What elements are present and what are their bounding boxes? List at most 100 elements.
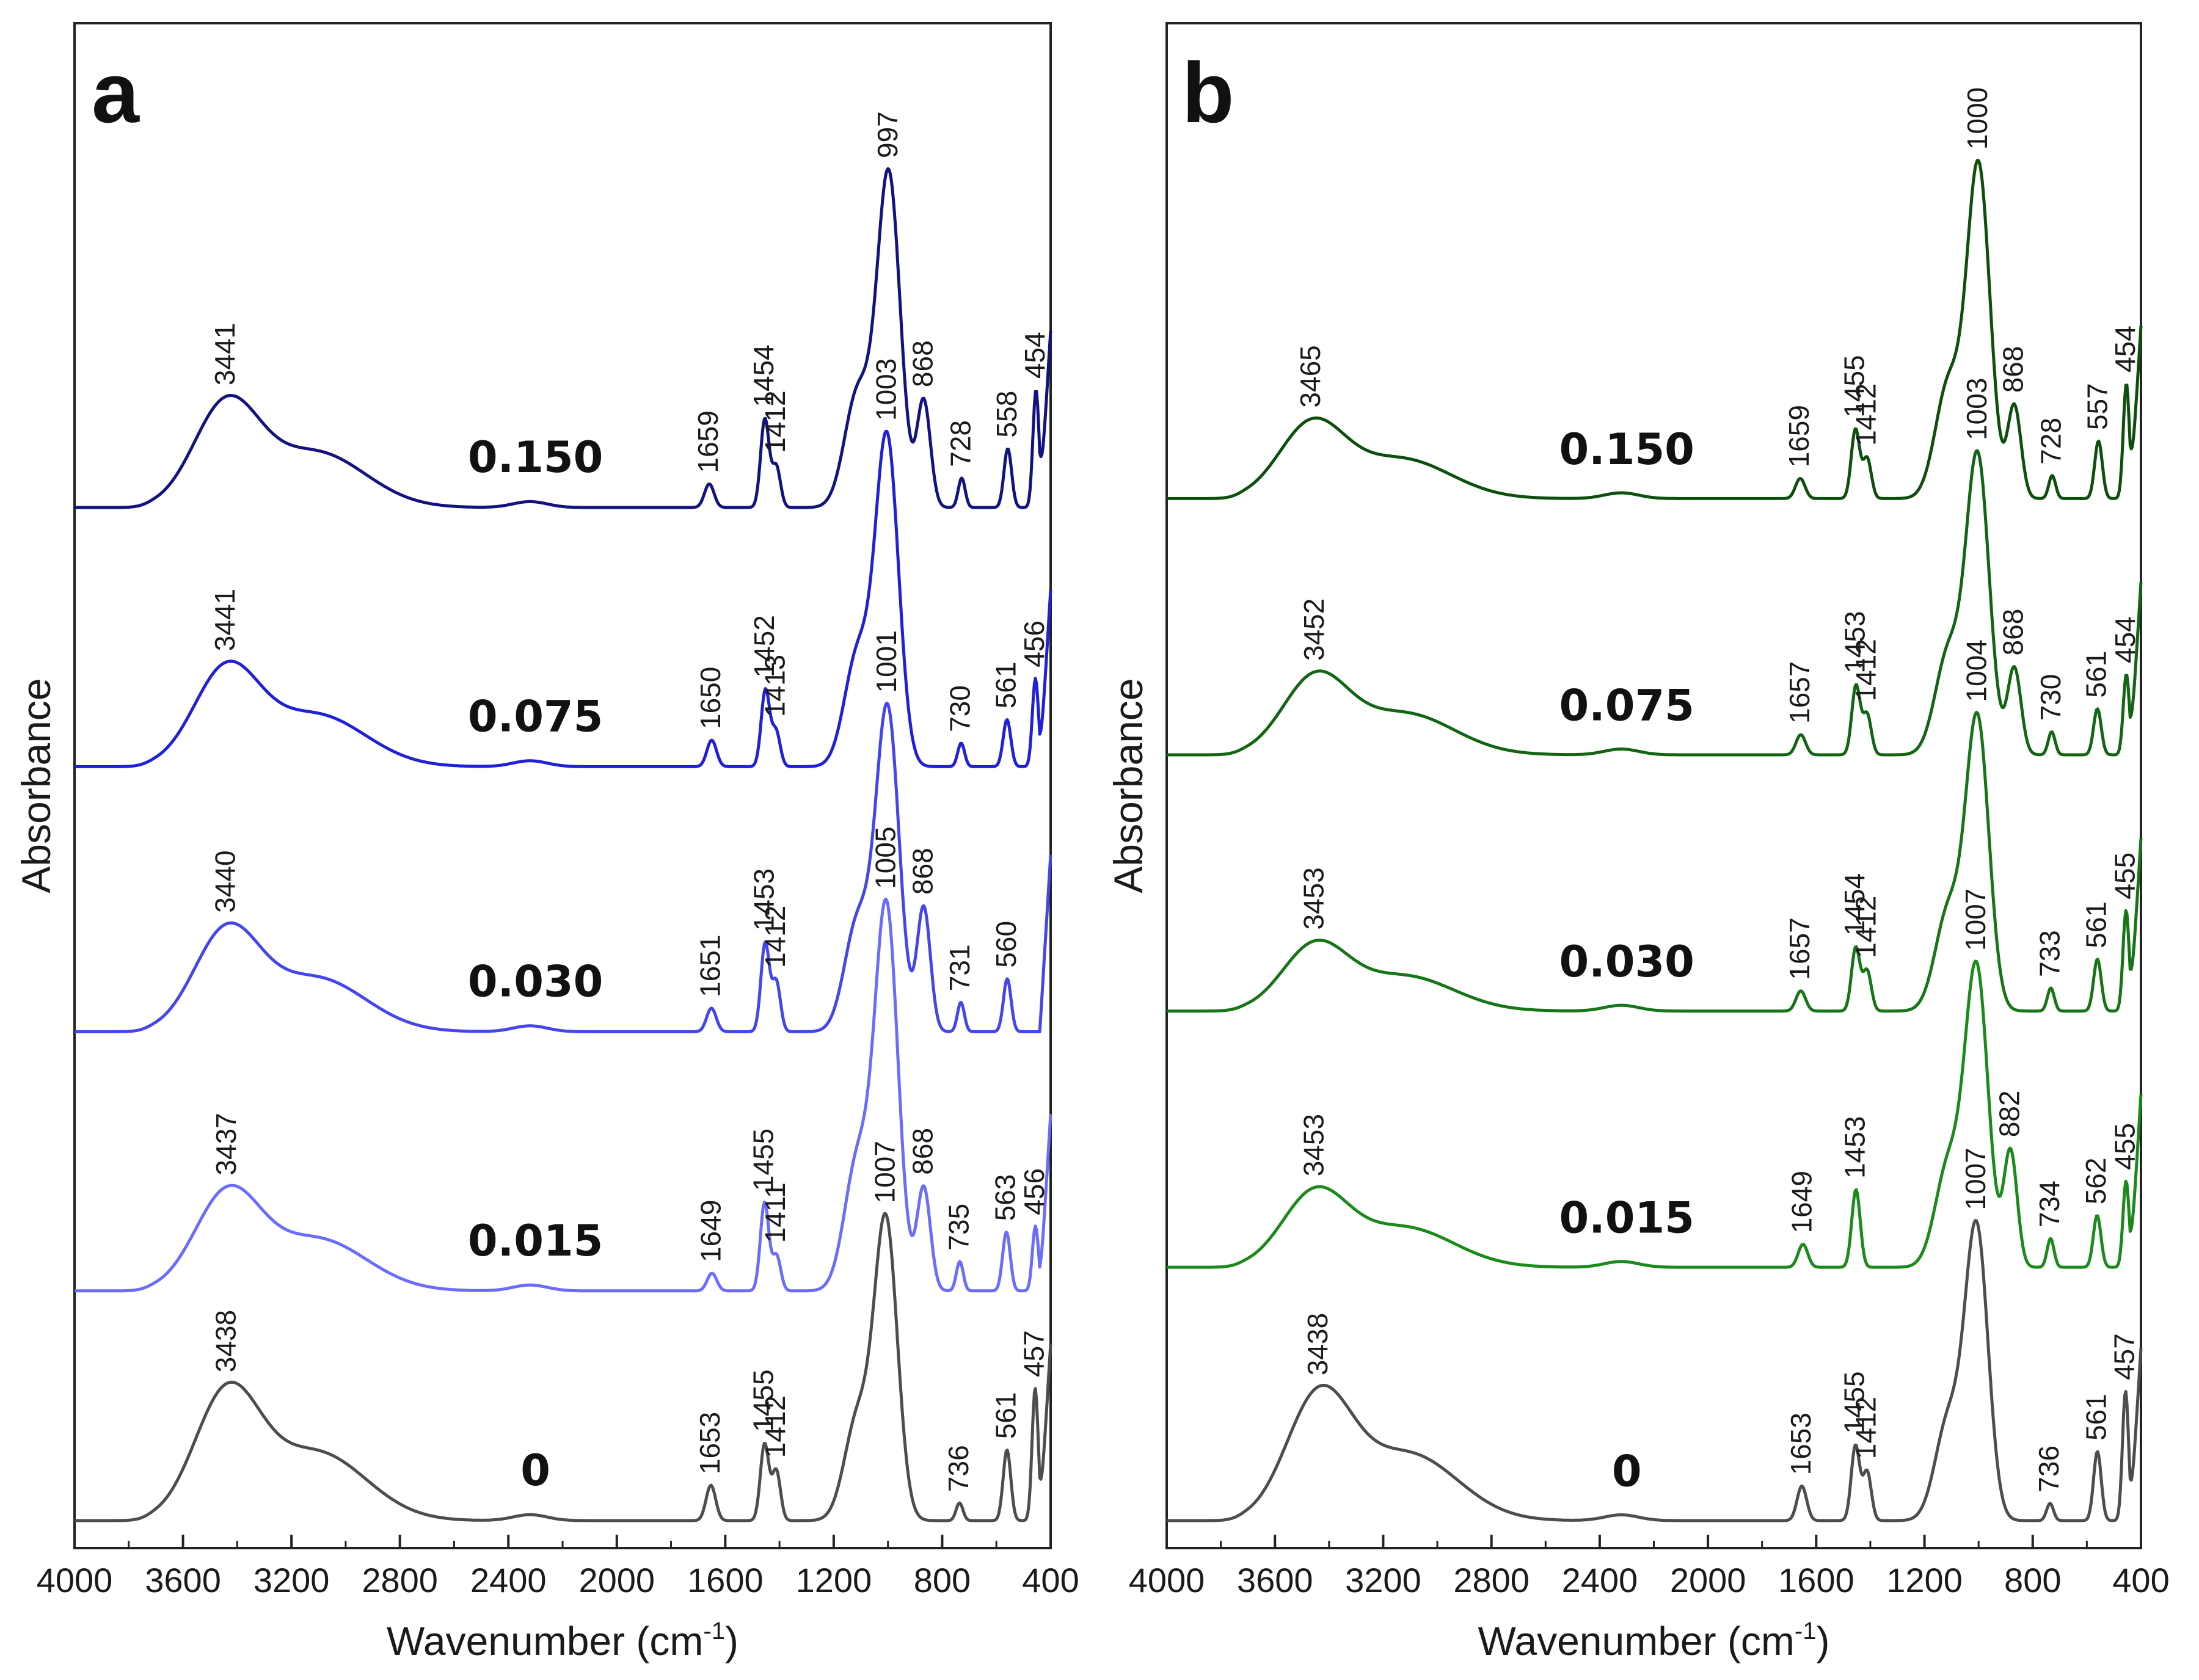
peak-label: 1454 <box>1839 873 1870 936</box>
x-tick-label: 2400 <box>470 1561 547 1599</box>
x-tick-label: 3200 <box>253 1561 330 1599</box>
spectrum-line <box>1166 711 2143 1013</box>
peak-label: 1004 <box>1960 639 1992 702</box>
peak-label: 868 <box>1997 609 2029 656</box>
peak-label: 457 <box>2109 1333 2140 1380</box>
peak-label: 1413 <box>759 655 790 717</box>
x-axis-title-main: Wavenumber (cm <box>1478 1618 1795 1664</box>
peak-label: 736 <box>2033 1445 2065 1493</box>
x-axis-title-sup: -1 <box>703 1618 725 1645</box>
peak-label: 561 <box>990 662 1022 709</box>
peak-label: 730 <box>944 685 976 732</box>
spectrum-line <box>1166 449 2143 757</box>
peak-label: 997 <box>872 111 903 158</box>
x-axis-title-close: ) <box>725 1618 738 1664</box>
peak-label: 1007 <box>869 1141 901 1203</box>
x-tick-label: 1600 <box>1778 1561 1854 1599</box>
x-tick-label: 2800 <box>1453 1561 1530 1599</box>
peak-label: 454 <box>2109 325 2141 373</box>
peak-label: 1657 <box>1784 661 1815 724</box>
x-tick-label: 800 <box>2004 1561 2061 1599</box>
x-axis-title-main: Wavenumber (cm <box>387 1618 703 1664</box>
peak-label: 868 <box>906 1128 938 1175</box>
y-axis-title: Absorbance <box>1106 678 1151 893</box>
peak-label: 1650 <box>695 667 726 729</box>
peak-label: 728 <box>2035 418 2067 465</box>
peak-label: 561 <box>990 1392 1022 1439</box>
x-tick-label: 1200 <box>1886 1561 1963 1599</box>
peak-label: 561 <box>2080 651 2112 698</box>
peak-label: 728 <box>944 420 976 467</box>
panel-letter: b <box>1182 45 1234 140</box>
peak-label: 562 <box>2080 1158 2112 1205</box>
x-tick-label: 4000 <box>37 1561 113 1599</box>
peak-label: 734 <box>2033 1180 2065 1227</box>
peak-label: 1001 <box>870 630 902 693</box>
x-tick-label: 3600 <box>1237 1561 1313 1599</box>
x-tick-label: 3600 <box>145 1561 221 1599</box>
peak-label: 561 <box>2080 1394 2112 1441</box>
peak-label: 456 <box>1018 620 1050 667</box>
peak-label: 3441 <box>209 589 241 651</box>
peak-label: 882 <box>1993 1091 2025 1138</box>
peak-label: 1649 <box>695 1200 727 1262</box>
peak-label: 456 <box>1018 1168 1050 1215</box>
concentration-label: 0.030 <box>468 957 603 1007</box>
peak-label: 560 <box>990 921 1022 968</box>
x-tick-label: 2000 <box>578 1561 655 1599</box>
peak-label: 1411 <box>759 1182 791 1243</box>
peak-label: 1454 <box>748 344 779 407</box>
concentration-label: 0.015 <box>1559 1193 1694 1243</box>
peak-label: 1007 <box>1960 1147 1991 1210</box>
peak-label: 454 <box>2109 616 2141 663</box>
x-tick-label: 2000 <box>1670 1561 1746 1599</box>
peak-label: 1452 <box>748 615 780 677</box>
peak-label: 1649 <box>1786 1171 1818 1233</box>
peak-label: 1003 <box>870 358 902 421</box>
peak-label: 868 <box>1997 346 2029 393</box>
x-tick-label: 2800 <box>362 1561 438 1599</box>
peak-label: 1005 <box>869 826 901 889</box>
concentration-label: 0.075 <box>1559 680 1694 730</box>
peak-label: 455 <box>2109 853 2141 900</box>
x-axis-title: Wavenumber (cm-1) <box>387 1618 738 1664</box>
peak-label: 3438 <box>1302 1313 1333 1375</box>
x-tick-label: 2400 <box>1562 1561 1638 1599</box>
peak-label: 3441 <box>209 323 241 385</box>
peak-label: 563 <box>990 1174 1021 1221</box>
peak-label: 1651 <box>695 935 726 997</box>
concentration-label: 0 <box>520 1445 550 1496</box>
x-axis-title: Wavenumber (cm-1) <box>1478 1618 1830 1664</box>
peak-label: 561 <box>2080 901 2112 948</box>
x-axis-title-sup: -1 <box>1795 1618 1817 1645</box>
concentration-label: 0.075 <box>468 692 603 742</box>
panel-a: 4000 3600 3200 2800 2400 2000 1600 1200 800 400 Wa… <box>13 22 1079 1664</box>
x-tick-label: 400 <box>2112 1561 2169 1599</box>
peak-label: 1412 <box>1850 639 1882 701</box>
peak-label: 1453 <box>1839 1116 1871 1179</box>
concentration-label: 0.030 <box>1559 937 1694 987</box>
peak-label: 1659 <box>692 410 724 473</box>
peak-label: 1007 <box>1960 889 1991 951</box>
peak-label: 3437 <box>210 1113 242 1175</box>
peak-label: 1000 <box>1961 87 1993 150</box>
peak-label: 1455 <box>748 1369 779 1431</box>
x-tick-label: 800 <box>914 1561 971 1599</box>
x-tick-label: 400 <box>1022 1561 1079 1599</box>
peak-label: 1453 <box>1839 611 1871 673</box>
spectrum-line <box>74 1212 1052 1522</box>
peak-label: 3452 <box>1298 598 1330 661</box>
peak-label: 868 <box>906 340 938 387</box>
concentration-label: 0.150 <box>468 432 603 482</box>
peak-label: 1453 <box>748 868 780 931</box>
y-axis-title: Absorbance <box>13 678 59 893</box>
spectrum-line <box>1166 1219 2143 1522</box>
